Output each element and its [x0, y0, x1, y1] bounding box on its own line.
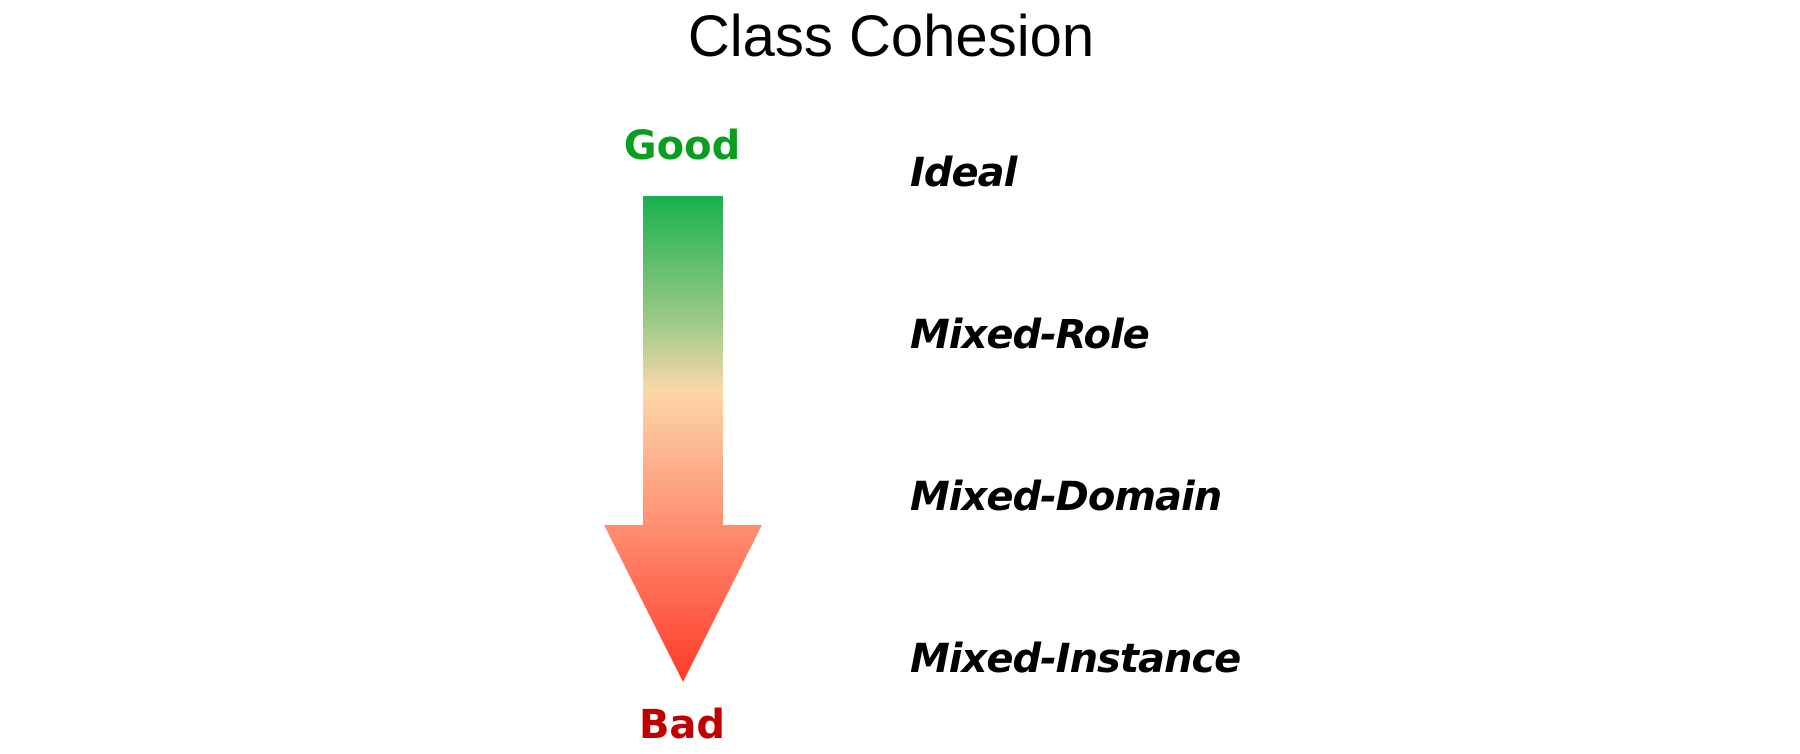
level-mixed-role: Mixed-Role: [910, 312, 1150, 358]
arrow-shape: [604, 196, 762, 682]
bad-label: Bad: [638, 702, 726, 748]
diagram-title: Class Cohesion: [687, 4, 1095, 69]
level-mixed-domain: Mixed-Domain: [910, 474, 1222, 520]
good-label: Good: [623, 123, 741, 169]
level-ideal: Ideal: [910, 150, 1017, 196]
level-mixed-instance: Mixed-Instance: [910, 636, 1241, 682]
